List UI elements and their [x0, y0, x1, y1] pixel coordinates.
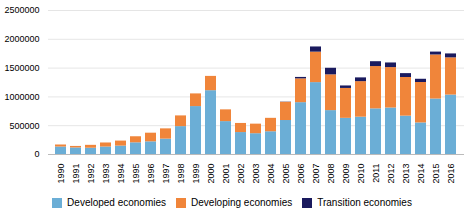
svg-text:1990: 1990	[56, 164, 66, 184]
svg-text:1992: 1992	[86, 164, 96, 184]
svg-text:500000: 500000	[9, 121, 39, 131]
svg-text:2000: 2000	[206, 164, 216, 184]
svg-text:1994: 1994	[116, 164, 126, 184]
svg-text:1995: 1995	[131, 164, 141, 184]
svg-text:2013: 2013	[401, 164, 411, 184]
svg-text:1997: 1997	[161, 164, 171, 184]
html-text:Transition economies: Transition economies	[317, 197, 412, 208]
svg-text:2010: 2010	[356, 164, 366, 184]
svg-text:2001: 2001	[221, 164, 231, 184]
svg-text:1993: 1993	[101, 164, 111, 184]
svg-text:2005: 2005	[281, 164, 291, 184]
svg-text:2008: 2008	[326, 164, 336, 184]
svg-text:2016: 2016	[446, 164, 456, 184]
svg-text:2015: 2015	[431, 164, 441, 184]
svg-text:2009: 2009	[341, 164, 351, 184]
svg-text:2011: 2011	[371, 164, 381, 183]
svg-text:2000000: 2000000	[4, 34, 39, 44]
svg-text:2002: 2002	[236, 164, 246, 184]
svg-text:2006: 2006	[296, 164, 306, 184]
html-text:Developing economies: Developing economies	[191, 197, 293, 208]
svg-text:1500000: 1500000	[4, 63, 39, 73]
svg-text:2003: 2003	[251, 164, 261, 184]
svg-text:1998: 1998	[176, 164, 186, 184]
svg-text:2007: 2007	[311, 164, 321, 184]
html-text:Developed economies: Developed economies	[67, 197, 166, 208]
svg-text:2014: 2014	[416, 164, 426, 184]
svg-text:1996: 1996	[146, 164, 156, 184]
svg-text:2500000: 2500000	[4, 5, 39, 15]
svg-text:1999: 1999	[191, 164, 201, 184]
svg-text:1991: 1991	[71, 164, 81, 184]
svg-text:1000000: 1000000	[4, 92, 39, 102]
svg-text:2012: 2012	[386, 164, 396, 184]
svg-text:2004: 2004	[266, 164, 276, 184]
svg-text:0: 0	[34, 149, 39, 159]
